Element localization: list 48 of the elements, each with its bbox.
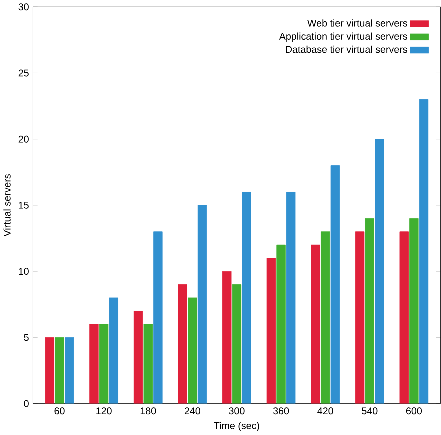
legend-label: Application tier virtual servers [279,32,408,42]
bar [311,244,320,404]
legend-label: Database tier virtual servers [286,46,408,54]
bar [266,258,276,404]
x-axis-title: Time (sec) [214,422,260,432]
bar [154,232,163,404]
x-tick-label: 60 [54,408,65,415]
bar [242,192,252,404]
bar [232,284,242,404]
bar [90,324,99,404]
x-tick-label: 360 [273,408,290,415]
bar [286,192,296,404]
x-tick-label: 300 [229,408,245,415]
y-axis-title: Virtual servers [4,174,11,237]
y-tick-label: 20 [18,136,29,143]
x-tick-label: 600 [406,408,422,415]
bar [45,338,55,404]
y-tick-label: 30 [18,4,29,11]
bar [109,298,118,404]
bar [410,218,419,404]
y-tick-label: 25 [18,70,29,77]
x-tick-label: 180 [140,408,156,415]
x-tick-label: 540 [362,408,378,415]
y-tick-label: 0 [24,400,29,408]
bar [222,271,232,404]
bar [178,284,188,404]
y-tick-label: 5 [24,334,29,342]
bar [55,338,64,404]
bar [355,232,365,404]
bar [419,99,429,404]
bar [276,244,286,404]
bar [330,166,340,404]
bar [320,232,330,404]
bar [400,232,409,404]
bar [188,298,198,404]
bar [134,311,144,404]
bar [99,324,109,404]
bar [375,139,384,404]
bar [365,218,374,404]
bar [198,205,208,404]
x-tick-label: 120 [96,408,112,415]
bar [144,324,153,404]
legend-label: Web tier virtual servers [308,20,408,27]
bar [64,338,74,404]
x-tick-label: 240 [184,408,200,415]
y-tick-label: 15 [19,202,29,209]
y-tick-label: 10 [19,268,29,276]
x-tick-label: 420 [318,408,334,415]
